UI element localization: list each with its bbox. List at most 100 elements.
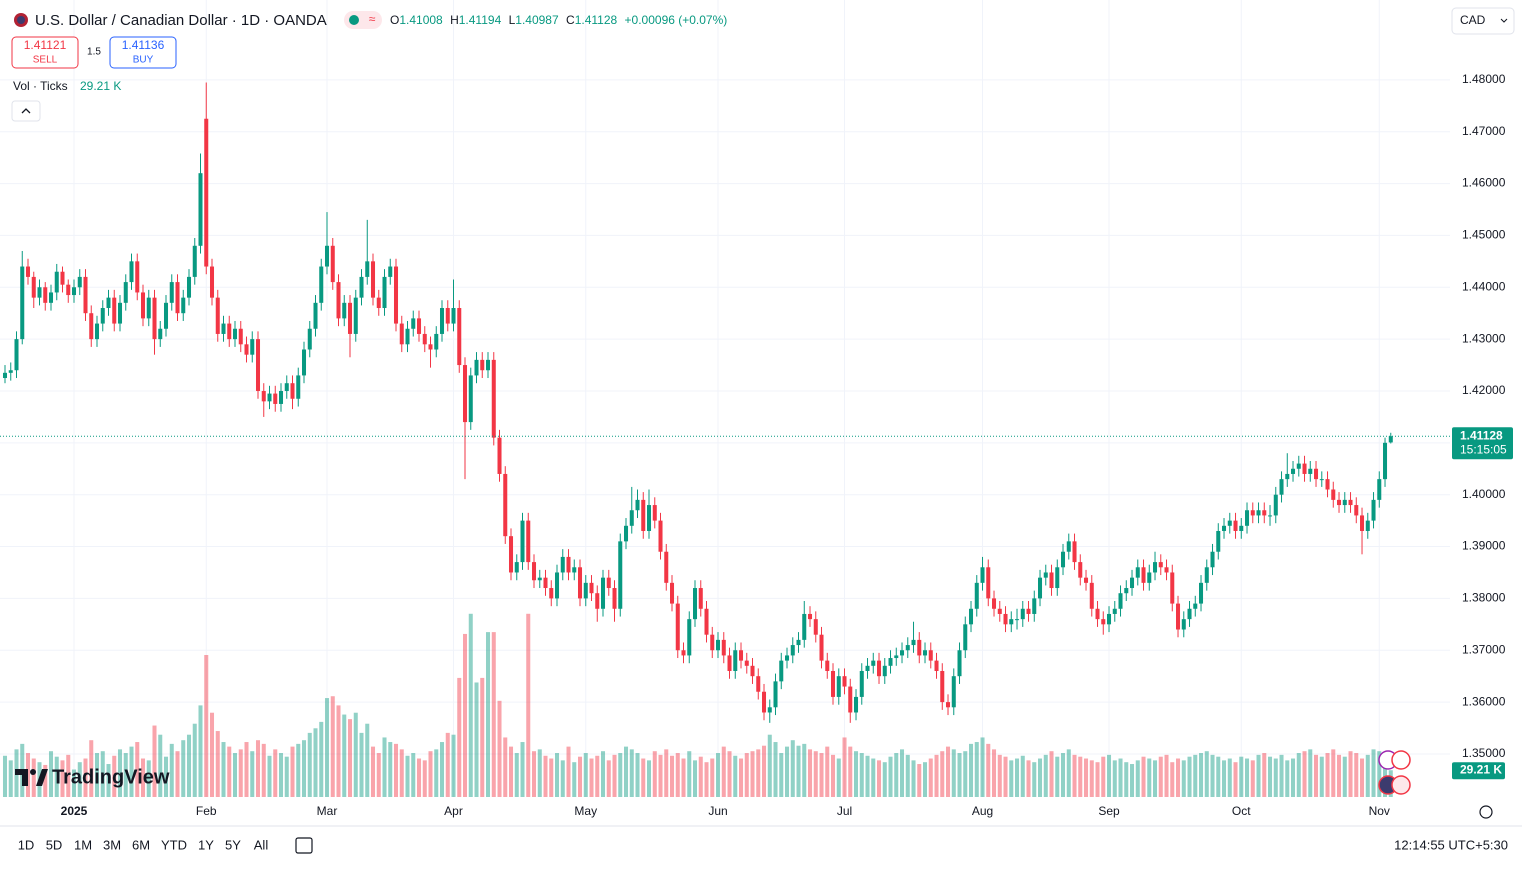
candle-body <box>750 665 755 677</box>
candle-body <box>549 588 554 599</box>
volume-bar <box>1291 758 1296 797</box>
candle-body <box>31 276 36 298</box>
event-icon[interactable] <box>1391 750 1411 770</box>
volume-bar <box>1365 754 1370 797</box>
volume-bar <box>1222 760 1227 797</box>
y-tick-label: 1.43000 <box>1462 331 1506 345</box>
currency-select[interactable] <box>1451 7 1515 35</box>
volume-bar <box>1204 751 1209 797</box>
volume-bar <box>716 753 721 797</box>
candle-body <box>175 282 180 314</box>
sell-button[interactable] <box>11 36 79 69</box>
volume-bar <box>451 734 456 797</box>
candle-body <box>693 588 698 620</box>
volume-bar <box>445 732 450 797</box>
candle-body <box>917 639 922 656</box>
candle-body <box>1118 593 1123 609</box>
candle-body <box>773 681 778 708</box>
candle-body <box>600 577 606 609</box>
candle-body <box>1061 551 1066 568</box>
collapse-button[interactable] <box>11 100 41 122</box>
volume-bar <box>1118 758 1123 797</box>
volume-bar <box>347 719 353 797</box>
candle-body <box>1383 442 1388 480</box>
x-tick-label: Feb <box>196 804 217 818</box>
symbol-title[interactable]: U.S. Dollar / Canadian Dollar · 1D · OAN… <box>35 12 327 29</box>
candle-body <box>1181 619 1186 630</box>
volume-bar <box>577 756 583 797</box>
volume-bar <box>1273 758 1278 797</box>
candle-body <box>83 276 88 314</box>
candle-body <box>1176 603 1181 630</box>
volume-bar <box>388 742 393 797</box>
x-tick-label: Jul <box>837 804 852 818</box>
range-button[interactable]: All <box>254 837 269 852</box>
volume-bar <box>531 751 537 797</box>
range-button[interactable]: 1M <box>74 837 92 852</box>
volume-bar <box>140 758 146 797</box>
volume-bar <box>480 677 485 797</box>
range-button[interactable]: 1D <box>18 837 35 852</box>
date-range-icon[interactable] <box>295 837 313 854</box>
range-button[interactable]: 3M <box>103 837 121 852</box>
candle-body <box>376 297 381 309</box>
volume-bar <box>997 754 1002 797</box>
volume-bar <box>278 753 284 797</box>
settings-icon[interactable] <box>1479 805 1493 819</box>
volume-bar <box>457 677 462 797</box>
candle-body <box>595 593 600 609</box>
volume-bar <box>1003 756 1008 797</box>
volume-bar <box>336 705 341 797</box>
candle-body <box>66 284 71 296</box>
volume-bar <box>1279 754 1284 797</box>
candle-body <box>923 650 928 656</box>
range-button[interactable]: 6M <box>132 837 150 852</box>
volume-bar <box>1239 756 1244 797</box>
range-button[interactable]: 5Y <box>225 837 241 852</box>
x-tick-label: May <box>574 804 597 818</box>
candle-body <box>652 505 657 521</box>
x-tick-label: Jun <box>708 804 727 818</box>
logo-text: TradingView <box>52 766 170 788</box>
clock[interactable]: 12:14:55 UTC+5:30 <box>1394 837 1508 852</box>
candle-body <box>503 473 508 537</box>
candle-body <box>2 372 8 379</box>
price-tag <box>1452 427 1513 460</box>
candle-body <box>1147 572 1152 583</box>
volume-bar <box>647 760 652 797</box>
candle-body <box>474 359 479 376</box>
volume-bar <box>1285 760 1290 797</box>
range-button[interactable]: YTD <box>161 837 187 852</box>
logo[interactable]: TradingView <box>15 766 170 788</box>
volume-bar <box>831 754 836 797</box>
candle-body <box>865 665 870 671</box>
volume-bar <box>854 751 859 797</box>
volume-bar <box>250 751 255 797</box>
ohlc-legend: O1.41008 H1.41194 L1.40987 C1.41128 +0.0… <box>390 13 727 27</box>
candle-body <box>1365 520 1370 531</box>
candle-body <box>140 292 146 319</box>
buy-button[interactable] <box>109 36 177 69</box>
range-button[interactable]: 5D <box>46 837 63 852</box>
candle-body <box>1348 499 1353 506</box>
volume-bar <box>491 632 496 797</box>
volume-bar <box>1026 760 1031 797</box>
volume-bar <box>261 743 266 797</box>
volume-bar <box>762 745 767 797</box>
event-icon[interactable] <box>1391 775 1411 795</box>
volume-bar <box>485 632 491 797</box>
volume-bar <box>1158 756 1163 797</box>
volume-bar <box>112 755 117 797</box>
volume-bar <box>1331 749 1336 797</box>
candle-body <box>1233 520 1238 531</box>
candle-body <box>20 266 25 340</box>
candle-body <box>928 650 933 661</box>
volume-bar <box>1216 756 1221 797</box>
volume-bar <box>319 721 324 797</box>
candle-body <box>1089 582 1094 609</box>
volume-bar <box>957 753 962 797</box>
range-button[interactable]: 1Y <box>198 837 214 852</box>
candle-body <box>698 588 703 609</box>
volume-bar <box>66 754 71 797</box>
candle-body <box>560 556 565 573</box>
